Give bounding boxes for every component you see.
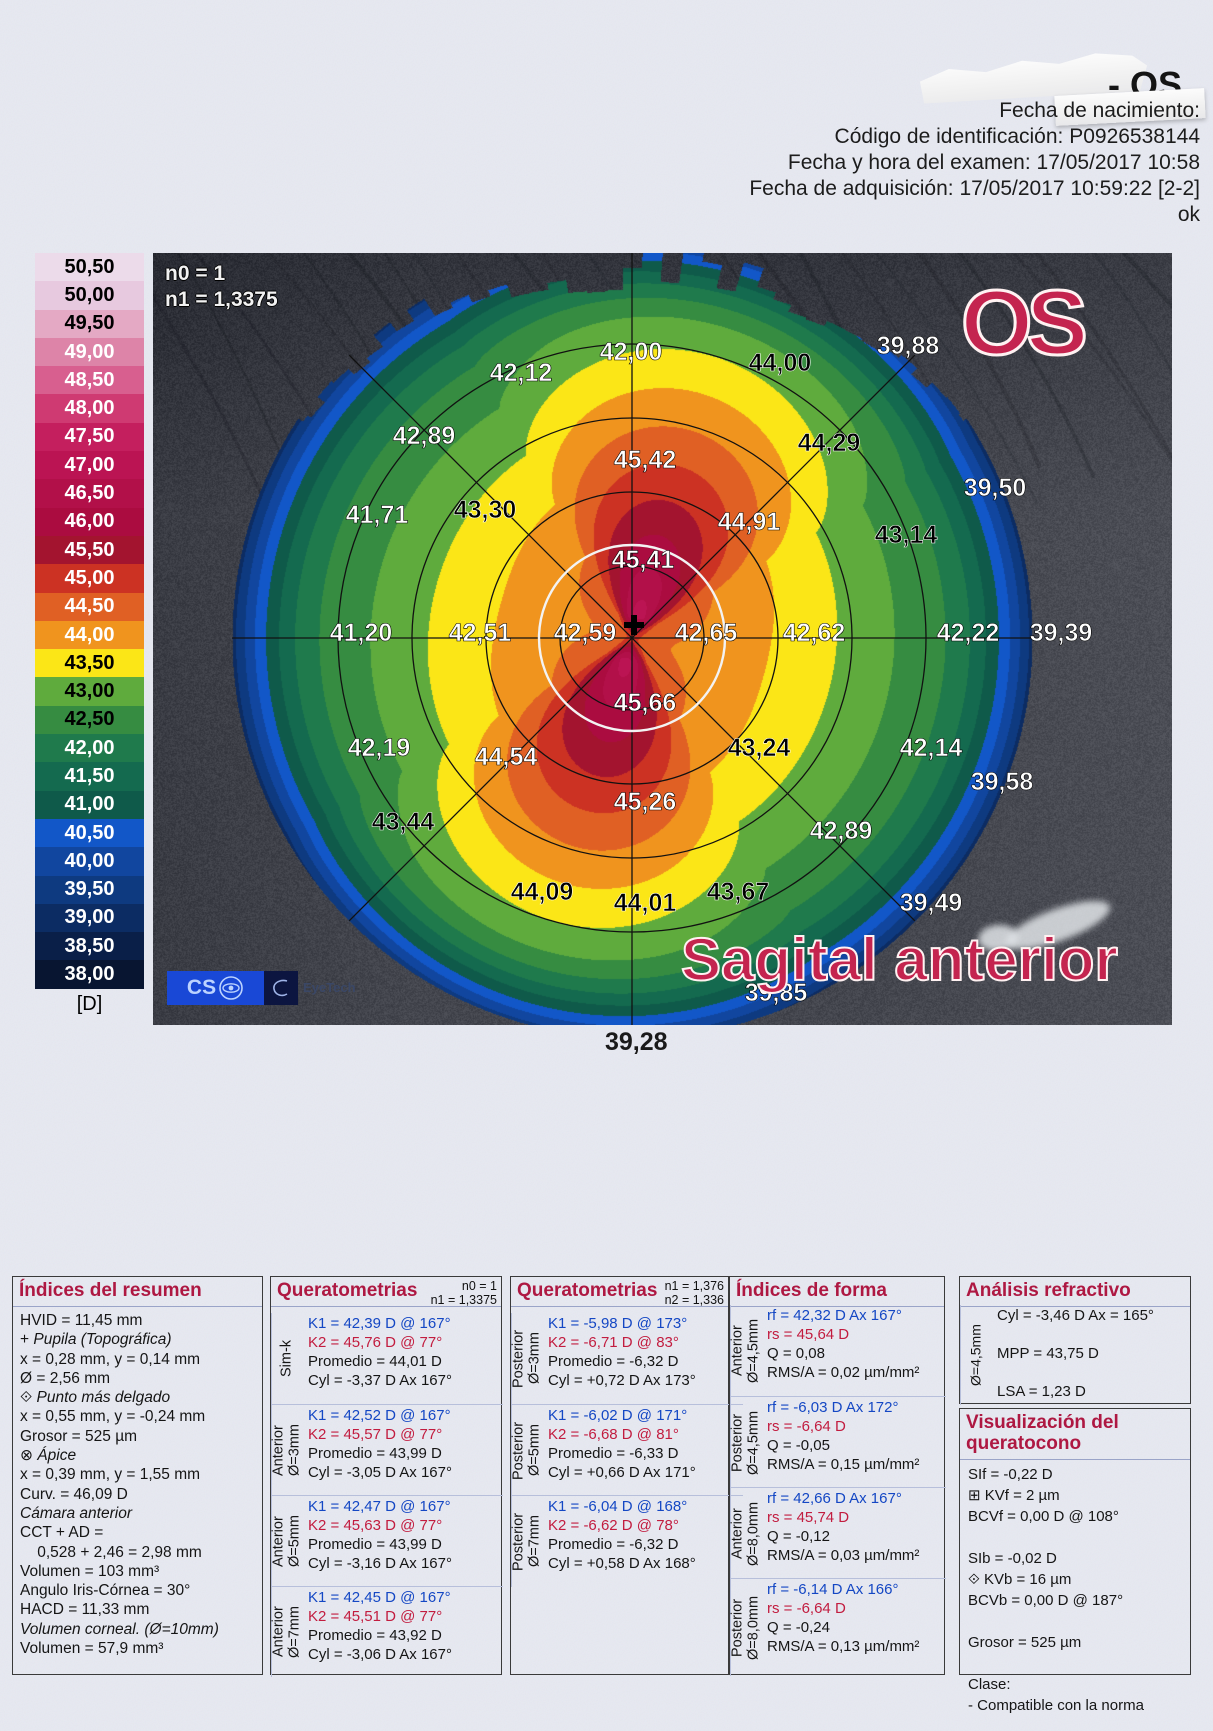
svg-text:45,66: 45,66 <box>614 689 677 717</box>
svg-text:42,89: 42,89 <box>393 422 456 450</box>
svg-text:39,50: 39,50 <box>964 474 1027 502</box>
svg-text:44,01: 44,01 <box>614 889 677 917</box>
svg-text:39,58: 39,58 <box>971 768 1034 796</box>
svg-text:44,29: 44,29 <box>798 429 861 457</box>
svg-text:45,42: 45,42 <box>614 446 677 474</box>
svg-text:45,41: 45,41 <box>612 546 675 574</box>
svg-text:42,00: 42,00 <box>600 338 663 366</box>
svg-text:43,30: 43,30 <box>454 496 517 524</box>
svg-text:44,09: 44,09 <box>511 878 574 906</box>
svg-text:42,59: 42,59 <box>554 619 617 647</box>
svg-text:39,88: 39,88 <box>877 332 940 360</box>
svg-text:43,24: 43,24 <box>728 734 791 762</box>
svg-text:41,20: 41,20 <box>330 619 393 647</box>
svg-text:39,39: 39,39 <box>1030 619 1093 647</box>
svg-text:43,67: 43,67 <box>707 878 770 906</box>
svg-text:43,14: 43,14 <box>875 521 938 549</box>
svg-text:42,22: 42,22 <box>937 619 1000 647</box>
svg-text:42,19: 42,19 <box>348 734 411 762</box>
svg-text:43,44: 43,44 <box>372 808 435 836</box>
svg-text:44,91: 44,91 <box>718 508 781 536</box>
svg-text:42,12: 42,12 <box>490 359 553 387</box>
svg-text:42,14: 42,14 <box>900 734 963 762</box>
svg-text:39,49: 39,49 <box>900 889 963 917</box>
svg-text:44,00: 44,00 <box>749 349 812 377</box>
svg-text:42,65: 42,65 <box>675 619 738 647</box>
svg-text:42,62: 42,62 <box>783 619 846 647</box>
svg-text:42,89: 42,89 <box>810 817 873 845</box>
svg-text:44,54: 44,54 <box>475 743 538 771</box>
svg-text:45,26: 45,26 <box>614 788 677 816</box>
svg-text:41,71: 41,71 <box>346 501 409 529</box>
svg-text:42,51: 42,51 <box>449 619 512 647</box>
